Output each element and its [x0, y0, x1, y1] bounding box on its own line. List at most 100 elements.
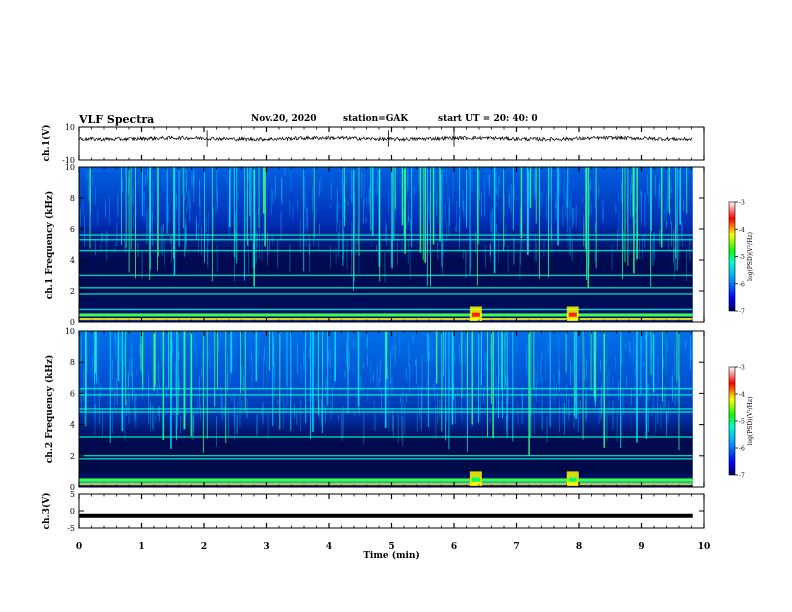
noise-speckle: [470, 237, 472, 269]
noise-speckle: [504, 239, 505, 247]
noise-speckle: [621, 352, 623, 365]
noise-speckle: [625, 344, 626, 349]
noise-speckle: [653, 233, 655, 240]
noise-speckle: [148, 374, 149, 398]
colorbar-label: log(PSD)(V²/Hz): [747, 232, 754, 281]
sferic-burst: [471, 331, 474, 425]
noise-speckle: [280, 334, 282, 352]
sferic-burst: [89, 167, 91, 249]
colorbar-tick-label: -5: [739, 419, 745, 426]
noise-speckle: [474, 231, 476, 254]
noise-speckle: [420, 397, 422, 431]
sferic-burst: [620, 331, 622, 448]
noise-speckle: [519, 251, 521, 279]
noise-speckle: [665, 351, 667, 374]
noise-speckle: [505, 225, 507, 238]
noise-speckle: [513, 186, 515, 199]
x-tick-label: 9: [638, 542, 644, 552]
noise-speckle: [251, 375, 253, 390]
sferic-burst: [117, 331, 120, 382]
sferic-burst: [587, 167, 590, 288]
noise-speckle: [442, 249, 443, 276]
noise-speckle: [274, 362, 275, 381]
noise-speckle: [572, 207, 573, 229]
noise-speckle: [185, 224, 186, 243]
noise-speckle: [558, 370, 560, 384]
noise-speckle: [318, 240, 319, 252]
noise-speckle: [479, 335, 481, 363]
noise-speckle: [522, 395, 523, 410]
sferic-burst: [506, 331, 508, 438]
sferic-burst: [246, 167, 248, 246]
noise-speckle: [314, 334, 316, 366]
sferic-burst: [327, 331, 329, 406]
sferic-burst: [549, 331, 551, 427]
sferic-burst: [441, 167, 443, 268]
sferic-burst: [229, 167, 231, 228]
colorbar-tick-label: -5: [739, 254, 745, 261]
sferic-burst: [529, 167, 532, 208]
sferic-burst: [502, 331, 503, 419]
sferic-burst: [466, 331, 468, 389]
sferic-burst: [121, 167, 122, 245]
noise-speckle: [670, 186, 672, 194]
noise-speckle: [155, 414, 157, 422]
noise-speckle: [361, 172, 363, 198]
sferic-burst: [443, 331, 445, 376]
sferic-burst: [391, 167, 393, 269]
noise-speckle: [485, 354, 487, 370]
noise-speckle: [83, 368, 85, 402]
noise-speckle: [435, 170, 437, 203]
noise-speckle: [606, 375, 608, 396]
noise-speckle: [449, 380, 450, 404]
noise-speckle: [330, 373, 332, 386]
noise-speckle: [489, 174, 491, 195]
noise-speckle: [629, 341, 630, 353]
noise-speckle: [246, 409, 247, 418]
sferic-burst: [675, 167, 677, 259]
sferic-burst: [140, 331, 142, 371]
noise-speckle: [651, 334, 652, 355]
noise-speckle: [566, 384, 567, 415]
y-tick-label: 4: [70, 421, 75, 430]
noise-speckle: [308, 233, 310, 255]
noise-speckle: [622, 390, 624, 415]
noise-speckle: [114, 335, 116, 356]
noise-speckle: [102, 233, 104, 242]
noise-speckle: [668, 234, 669, 251]
noise-speckle: [97, 375, 99, 391]
x-tick-label: 6: [451, 542, 457, 552]
sferic-burst: [149, 167, 151, 280]
noise-speckle: [541, 400, 543, 430]
ch1-spectrogram-image: [79, 167, 693, 322]
noise-speckle: [346, 341, 347, 366]
strong-event-core: [568, 312, 577, 317]
noise-speckle: [328, 350, 329, 363]
noise-speckle: [468, 391, 470, 409]
noise-speckle: [217, 188, 218, 210]
noise-speckle: [417, 384, 419, 410]
sferic-burst: [343, 167, 345, 227]
noise-speckle: [666, 411, 667, 436]
low-frequency-strip: [79, 483, 693, 486]
noise-speckle: [678, 234, 680, 261]
frequency-band: [79, 234, 693, 236]
noise-speckle: [252, 234, 254, 269]
noise-speckle: [455, 226, 457, 232]
noise-speckle: [611, 407, 613, 415]
noise-speckle: [409, 364, 410, 396]
noise-speckle: [133, 211, 135, 229]
noise-speckle: [135, 204, 137, 217]
y-tick-label: 10: [65, 163, 75, 172]
sferic-burst: [430, 167, 432, 287]
noise-speckle: [196, 220, 197, 241]
noise-speckle: [111, 359, 113, 380]
noise-speckle: [115, 332, 117, 360]
noise-speckle: [421, 355, 423, 389]
noise-speckle: [95, 404, 97, 410]
noise-speckle: [324, 407, 326, 423]
noise-speckle: [333, 368, 335, 387]
sferic-burst: [669, 167, 670, 215]
noise-speckle: [186, 170, 187, 189]
noise-speckle: [602, 209, 604, 223]
